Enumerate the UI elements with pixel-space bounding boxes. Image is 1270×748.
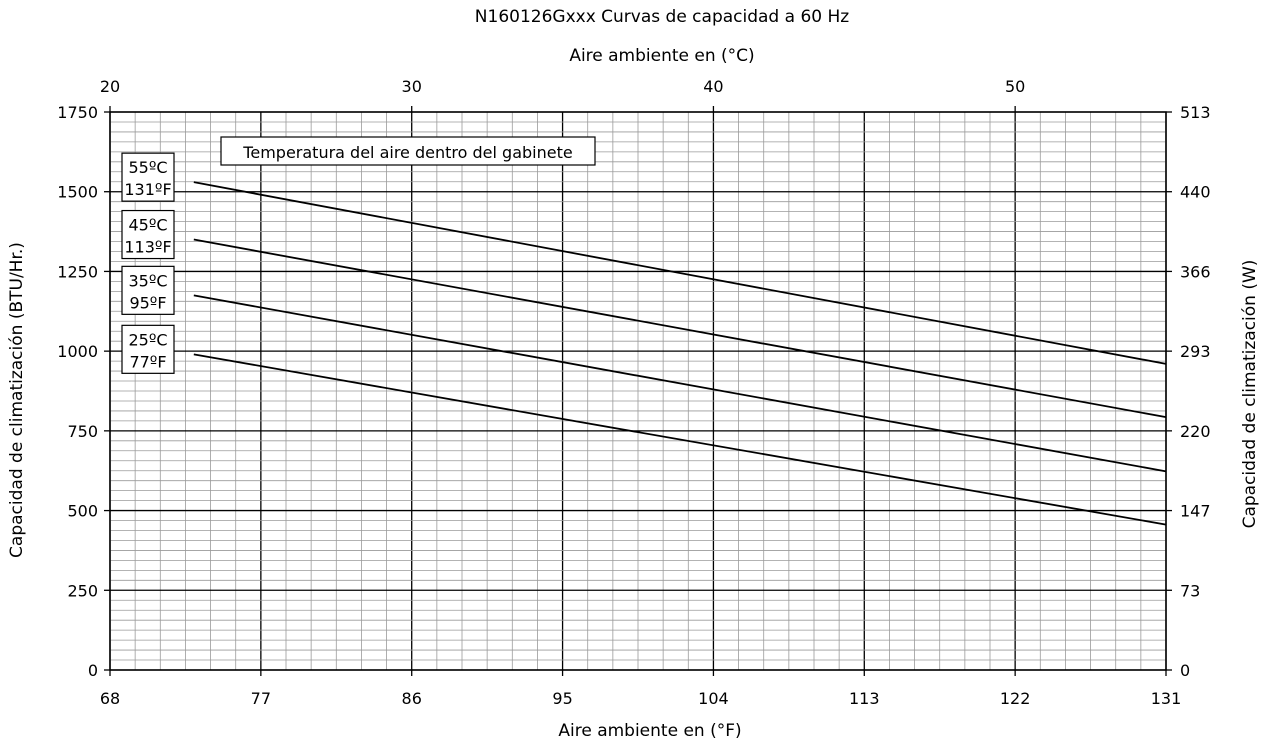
y-right-tick-label: 220 [1180, 422, 1211, 441]
series-label-fahrenheit: 77ºF [129, 352, 166, 371]
series-lines [193, 181, 1167, 526]
annotation-box: Temperatura del aire dentro del gabinete [220, 136, 596, 166]
y-left-tick-label: 1000 [57, 342, 98, 361]
series-label-box [121, 152, 175, 202]
series-label-celsius: 45ºC [128, 216, 167, 235]
y-left-tick-label: 750 [67, 422, 98, 441]
x-bottom-tick-label: 77 [251, 689, 271, 708]
y-right-tick-label: 0 [1180, 661, 1190, 680]
x-bottom-tick-label: 86 [402, 689, 422, 708]
series-label-3: 35ºC 95ºF [121, 265, 175, 315]
y-left-tick-label: 250 [67, 581, 98, 600]
grid [109, 111, 1167, 671]
x-bottom-tick-label: 95 [552, 689, 572, 708]
x-top-tick-label: 30 [402, 77, 422, 96]
series-line-2 [193, 238, 1167, 419]
series-line-4 [193, 353, 1167, 526]
x-axis-top-title: Aire ambiente en (°C) [569, 46, 754, 66]
y-right-tick-label: 293 [1180, 342, 1211, 361]
x-bottom-tick-label: 113 [849, 689, 880, 708]
y-left-tick-label: 1750 [57, 103, 98, 122]
series-line-3 [193, 294, 1167, 473]
series-label-1: 55ºC 131ºF [121, 152, 175, 202]
x-top-tick-label: 40 [703, 77, 723, 96]
y-left-tick-label: 1500 [57, 183, 98, 202]
series-label-celsius: 25ºC [128, 330, 167, 349]
series-label-box [121, 324, 175, 374]
series-label-fahrenheit: 95ºF [129, 293, 166, 312]
series-label-box [121, 209, 175, 260]
x-top-tick-label: 50 [1005, 77, 1025, 96]
y-right-tick-label: 147 [1180, 502, 1211, 521]
y-right-tick-label: 440 [1180, 183, 1211, 202]
series-line-1 [193, 181, 1167, 365]
x-bottom-tick-label: 131 [1151, 689, 1182, 708]
series-label-celsius: 55ºC [128, 158, 167, 177]
y-left-tick-label: 500 [67, 502, 98, 521]
x-bottom-tick-label: 122 [1000, 689, 1031, 708]
y-right-tick-label: 513 [1180, 103, 1211, 122]
x-bottom-tick-label: 68 [100, 689, 120, 708]
series-label-2: 45ºC 113ºF [121, 209, 175, 260]
y-right-tick-label: 73 [1180, 581, 1200, 600]
series-label-4: 25ºC 77ºF [121, 324, 175, 374]
y-axis-right-title: Capacidad de climatización (W) [1240, 260, 1260, 529]
series-label-box [121, 265, 175, 315]
y-left-tick-label: 0 [88, 661, 98, 680]
y-right-tick-label: 366 [1180, 262, 1211, 281]
annotation-text: Temperatura del aire dentro del gabinete [242, 143, 572, 162]
series-labels: 55ºC 131ºF 45ºC 113ºF 35ºC 95ºF 25ºC 77ºF [121, 152, 175, 374]
series-label-fahrenheit: 131ºF [124, 180, 171, 199]
chart-title: N160126Gxxx Curvas de capacidad a 60 Hz [475, 7, 849, 27]
series-label-celsius: 35ºC [128, 271, 167, 290]
series-label-fahrenheit: 113ºF [124, 238, 171, 257]
plot-frame [109, 111, 1167, 671]
x-bottom-tick-label: 104 [698, 689, 729, 708]
y-left-tick-label: 1250 [57, 262, 98, 281]
y-axis-left-title: Capacidad de climatización (BTU/Hr.) [7, 242, 27, 558]
x-top-tick-label: 20 [100, 77, 120, 96]
x-axis-bottom-title: Aire ambiente en (°F) [558, 721, 741, 741]
